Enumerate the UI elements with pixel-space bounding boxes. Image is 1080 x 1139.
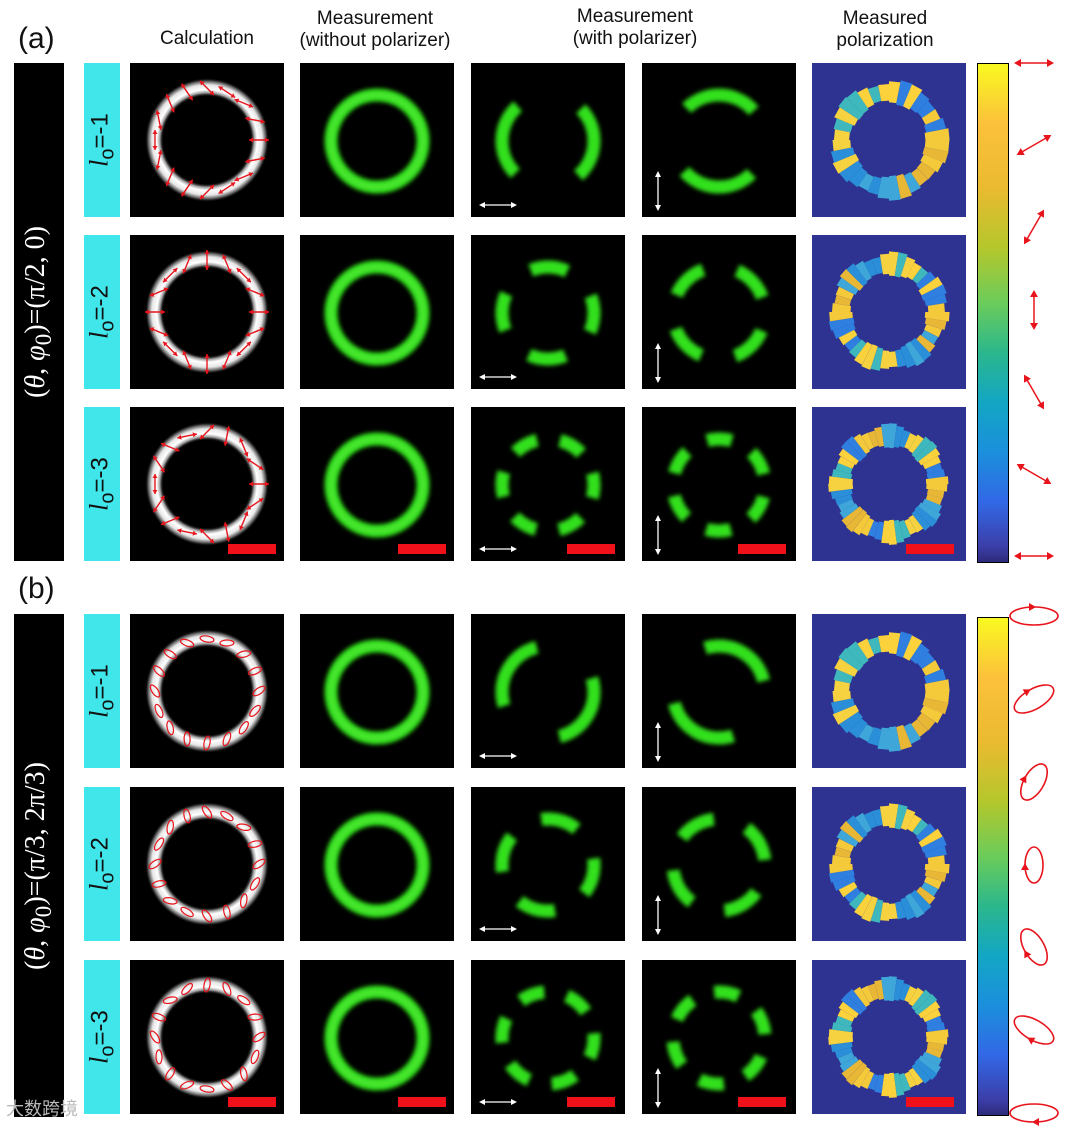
header-measurement-without-polarizer: Measurement (without polarizer): [299, 8, 451, 51]
row-label-order-1: lo=-1: [84, 63, 120, 217]
measurement-horizontal-polarizer-tile: [471, 614, 625, 768]
calculation-tile: [130, 407, 284, 561]
linear-polarization-arrow-icon: [1030, 289, 1038, 330]
elliptical-polarization-icon: [1019, 928, 1049, 967]
measurement-vertical-polarizer-tile: [642, 235, 796, 389]
measurement-horizontal-polarizer-tile: [471, 235, 625, 389]
calculation-tile: [130, 235, 284, 389]
polarization-glyphs-linear: [1010, 55, 1060, 570]
panel-b-parameters: (θ, φ0)=(π/3, 2π/3): [20, 761, 57, 970]
elliptical-polarization-icon: [1009, 1103, 1059, 1126]
scale-bar: [906, 1097, 954, 1107]
measurement-tile: [300, 960, 454, 1114]
measurement-vertical-polarizer-tile: [642, 960, 796, 1114]
row-label-text: lo=-2: [84, 285, 119, 339]
measurement-tile: [300, 407, 454, 561]
linear-polarization-arrow-icon: [1014, 59, 1054, 67]
row-label-text: lo=-3: [84, 457, 119, 511]
row-label-text: lo=-1: [84, 113, 119, 167]
scale-bar: [567, 1097, 615, 1107]
header-measurement-with-polarizer: Measurement (with polarizer): [572, 6, 698, 49]
colorbar-b: [977, 617, 1009, 1116]
elliptical-polarization-icon: [1013, 1015, 1055, 1045]
panel-b-letter: (b): [18, 572, 55, 605]
row-label-order-3: lo=-3: [84, 960, 120, 1114]
measurement-tile: [300, 614, 454, 768]
scale-bar: [398, 544, 446, 554]
watermark-text: 大数跨境: [6, 1099, 78, 1119]
measured-polarization-tile: [812, 787, 966, 941]
measurement-horizontal-polarizer-tile: [471, 63, 625, 217]
calculation-tile: [130, 787, 284, 941]
row-label-text: lo=-3: [84, 1010, 119, 1064]
panel-b-side-label: (θ, φ0)=(π/3, 2π/3): [14, 614, 64, 1117]
elliptical-polarization-icon: [1009, 603, 1059, 626]
colorbar-a: [977, 63, 1009, 563]
scale-bar: [738, 544, 786, 554]
measurement-vertical-polarizer-tile: [642, 787, 796, 941]
calculation-tile: [130, 63, 284, 217]
scale-bar: [398, 1097, 446, 1107]
row-label-order-2: lo=-2: [84, 787, 120, 941]
measurement-horizontal-polarizer-tile: [471, 407, 625, 561]
measured-polarization-tile: [812, 960, 966, 1114]
linear-polarization-arrow-icon: [1024, 374, 1044, 409]
measured-polarization-tile: [812, 407, 966, 561]
measurement-horizontal-polarizer-tile: [471, 787, 625, 941]
measured-polarization-tile: [812, 235, 966, 389]
row-label-text: lo=-1: [84, 664, 119, 718]
measurement-tile: [300, 63, 454, 217]
calculation-tile: [130, 614, 284, 768]
calculation-tile: [130, 960, 284, 1114]
measured-polarization-tile: [812, 614, 966, 768]
linear-polarization-arrow-icon: [1014, 552, 1054, 560]
row-label-order-3: lo=-3: [84, 407, 120, 561]
scale-bar: [228, 544, 276, 554]
header-calculation: Calculation: [160, 28, 254, 49]
scale-bar: [228, 1097, 276, 1107]
measured-polarization-tile: [812, 63, 966, 217]
scale-bar: [567, 544, 615, 554]
row-label-text: lo=-2: [84, 837, 119, 891]
row-label-order-1: lo=-1: [84, 614, 120, 768]
scale-bar: [906, 544, 954, 554]
measurement-vertical-polarizer-tile: [642, 407, 796, 561]
panel-a-letter: (a): [18, 22, 55, 55]
polarization-glyphs-elliptical: [1009, 603, 1060, 1126]
row-label-order-2: lo=-2: [84, 235, 120, 389]
elliptical-polarization-icon: [1013, 684, 1055, 714]
panel-a-side-label: (θ, φ0)=(π/2, 0): [14, 63, 64, 561]
panel-a-parameters: (θ, φ0)=(π/2, 0): [20, 226, 57, 398]
linear-polarization-arrow-icon: [1016, 135, 1052, 156]
measurement-vertical-polarizer-tile: [642, 63, 796, 217]
measurement-horizontal-polarizer-tile: [471, 960, 625, 1114]
measurement-tile: [300, 235, 454, 389]
header-measured-polarization: Measured polarization: [836, 8, 934, 51]
measurement-vertical-polarizer-tile: [642, 614, 796, 768]
elliptical-polarization-icon: [1021, 845, 1044, 884]
scale-bar: [738, 1097, 786, 1107]
elliptical-polarization-icon: [1019, 762, 1049, 801]
measurement-tile: [300, 787, 454, 941]
linear-polarization-arrow-icon: [1024, 210, 1044, 245]
linear-polarization-arrow-icon: [1016, 463, 1052, 484]
